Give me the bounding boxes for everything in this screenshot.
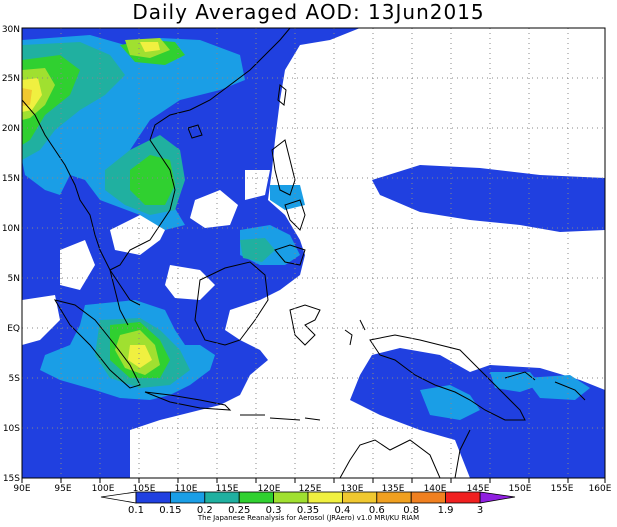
lon-label: 155E (551, 484, 574, 494)
colorbar-label: 0.3 (266, 505, 282, 516)
colorbar-label: 0.25 (228, 505, 250, 516)
lon-labels: 90E 95E 100E 105E 110E 115E 120E 125E 13… (13, 484, 611, 494)
colorbar-swatch (169, 491, 206, 504)
lon-label: 140E (424, 484, 447, 494)
lon-label: 110E (175, 484, 198, 494)
colorbar: 0.1 0.15 0.2 0.25 0.3 0.35 0.4 0.6 0.8 1.9 3 (100, 491, 516, 516)
colorbar-label: 0.1 (128, 505, 144, 516)
lon-label: 130E (341, 484, 364, 494)
lat-label: 5N (8, 274, 20, 284)
lon-label: 160E (589, 484, 612, 494)
lon-label: 100E (92, 484, 115, 494)
lon-label: 135E (382, 484, 405, 494)
colorbar-swatch (204, 491, 240, 504)
lon-label: 115E (216, 484, 239, 494)
lat-label: 15S (3, 474, 20, 484)
colorbar-swatch (445, 491, 481, 504)
lat-label: 30N (2, 25, 20, 35)
colorbar-label: 0.15 (159, 505, 181, 516)
map-frame (21, 27, 606, 479)
lon-label: 90E (13, 484, 30, 494)
lon-label: 120E (258, 484, 281, 494)
colorbar-label: 0.8 (403, 505, 419, 516)
lat-labels: 30N 25N 20N 15N 10N 5N EQ 5S 10S 15S (2, 25, 20, 484)
lat-label: 10N (2, 224, 20, 234)
colorbar-label: 0.6 (369, 505, 385, 516)
coastlines (22, 28, 586, 478)
lat-label: 5S (9, 374, 21, 384)
ticks (21, 478, 606, 483)
lon-label: 125E (299, 484, 322, 494)
colorbar-label: 0.2 (197, 505, 213, 516)
aod-region-east-band (372, 165, 605, 232)
lat-label: 15N (2, 174, 20, 184)
colorbar-label: 3 (477, 505, 483, 516)
colorbar-label: 0.35 (297, 505, 319, 516)
lon-label: 105E (133, 484, 156, 494)
colorbar-swatch (273, 491, 309, 504)
map-title: Daily Averaged AOD: 13Jun2015 (132, 0, 485, 24)
colorbar-label: 1.9 (438, 505, 454, 516)
colorbar-label: 0.4 (334, 505, 350, 516)
colorbar-swatch (410, 491, 447, 504)
colorbar-swatch (135, 491, 171, 504)
aod-field (22, 28, 605, 478)
colorbar-swatch (307, 491, 343, 504)
lon-label: 145E (467, 484, 490, 494)
colorbar-swatch (341, 491, 378, 504)
lat-label: 20N (2, 124, 20, 134)
lat-label: 10S (3, 424, 20, 434)
lon-label: 95E (54, 484, 71, 494)
lon-label: 150E (509, 484, 532, 494)
colorbar-swatch (376, 491, 412, 504)
lat-label: 25N (2, 74, 20, 84)
grid (22, 28, 605, 478)
colorbar-swatch (238, 491, 274, 504)
credit-text: The Japanese Reanalysis for Aerosol (JRA… (197, 514, 420, 522)
lat-label: EQ (7, 324, 20, 334)
